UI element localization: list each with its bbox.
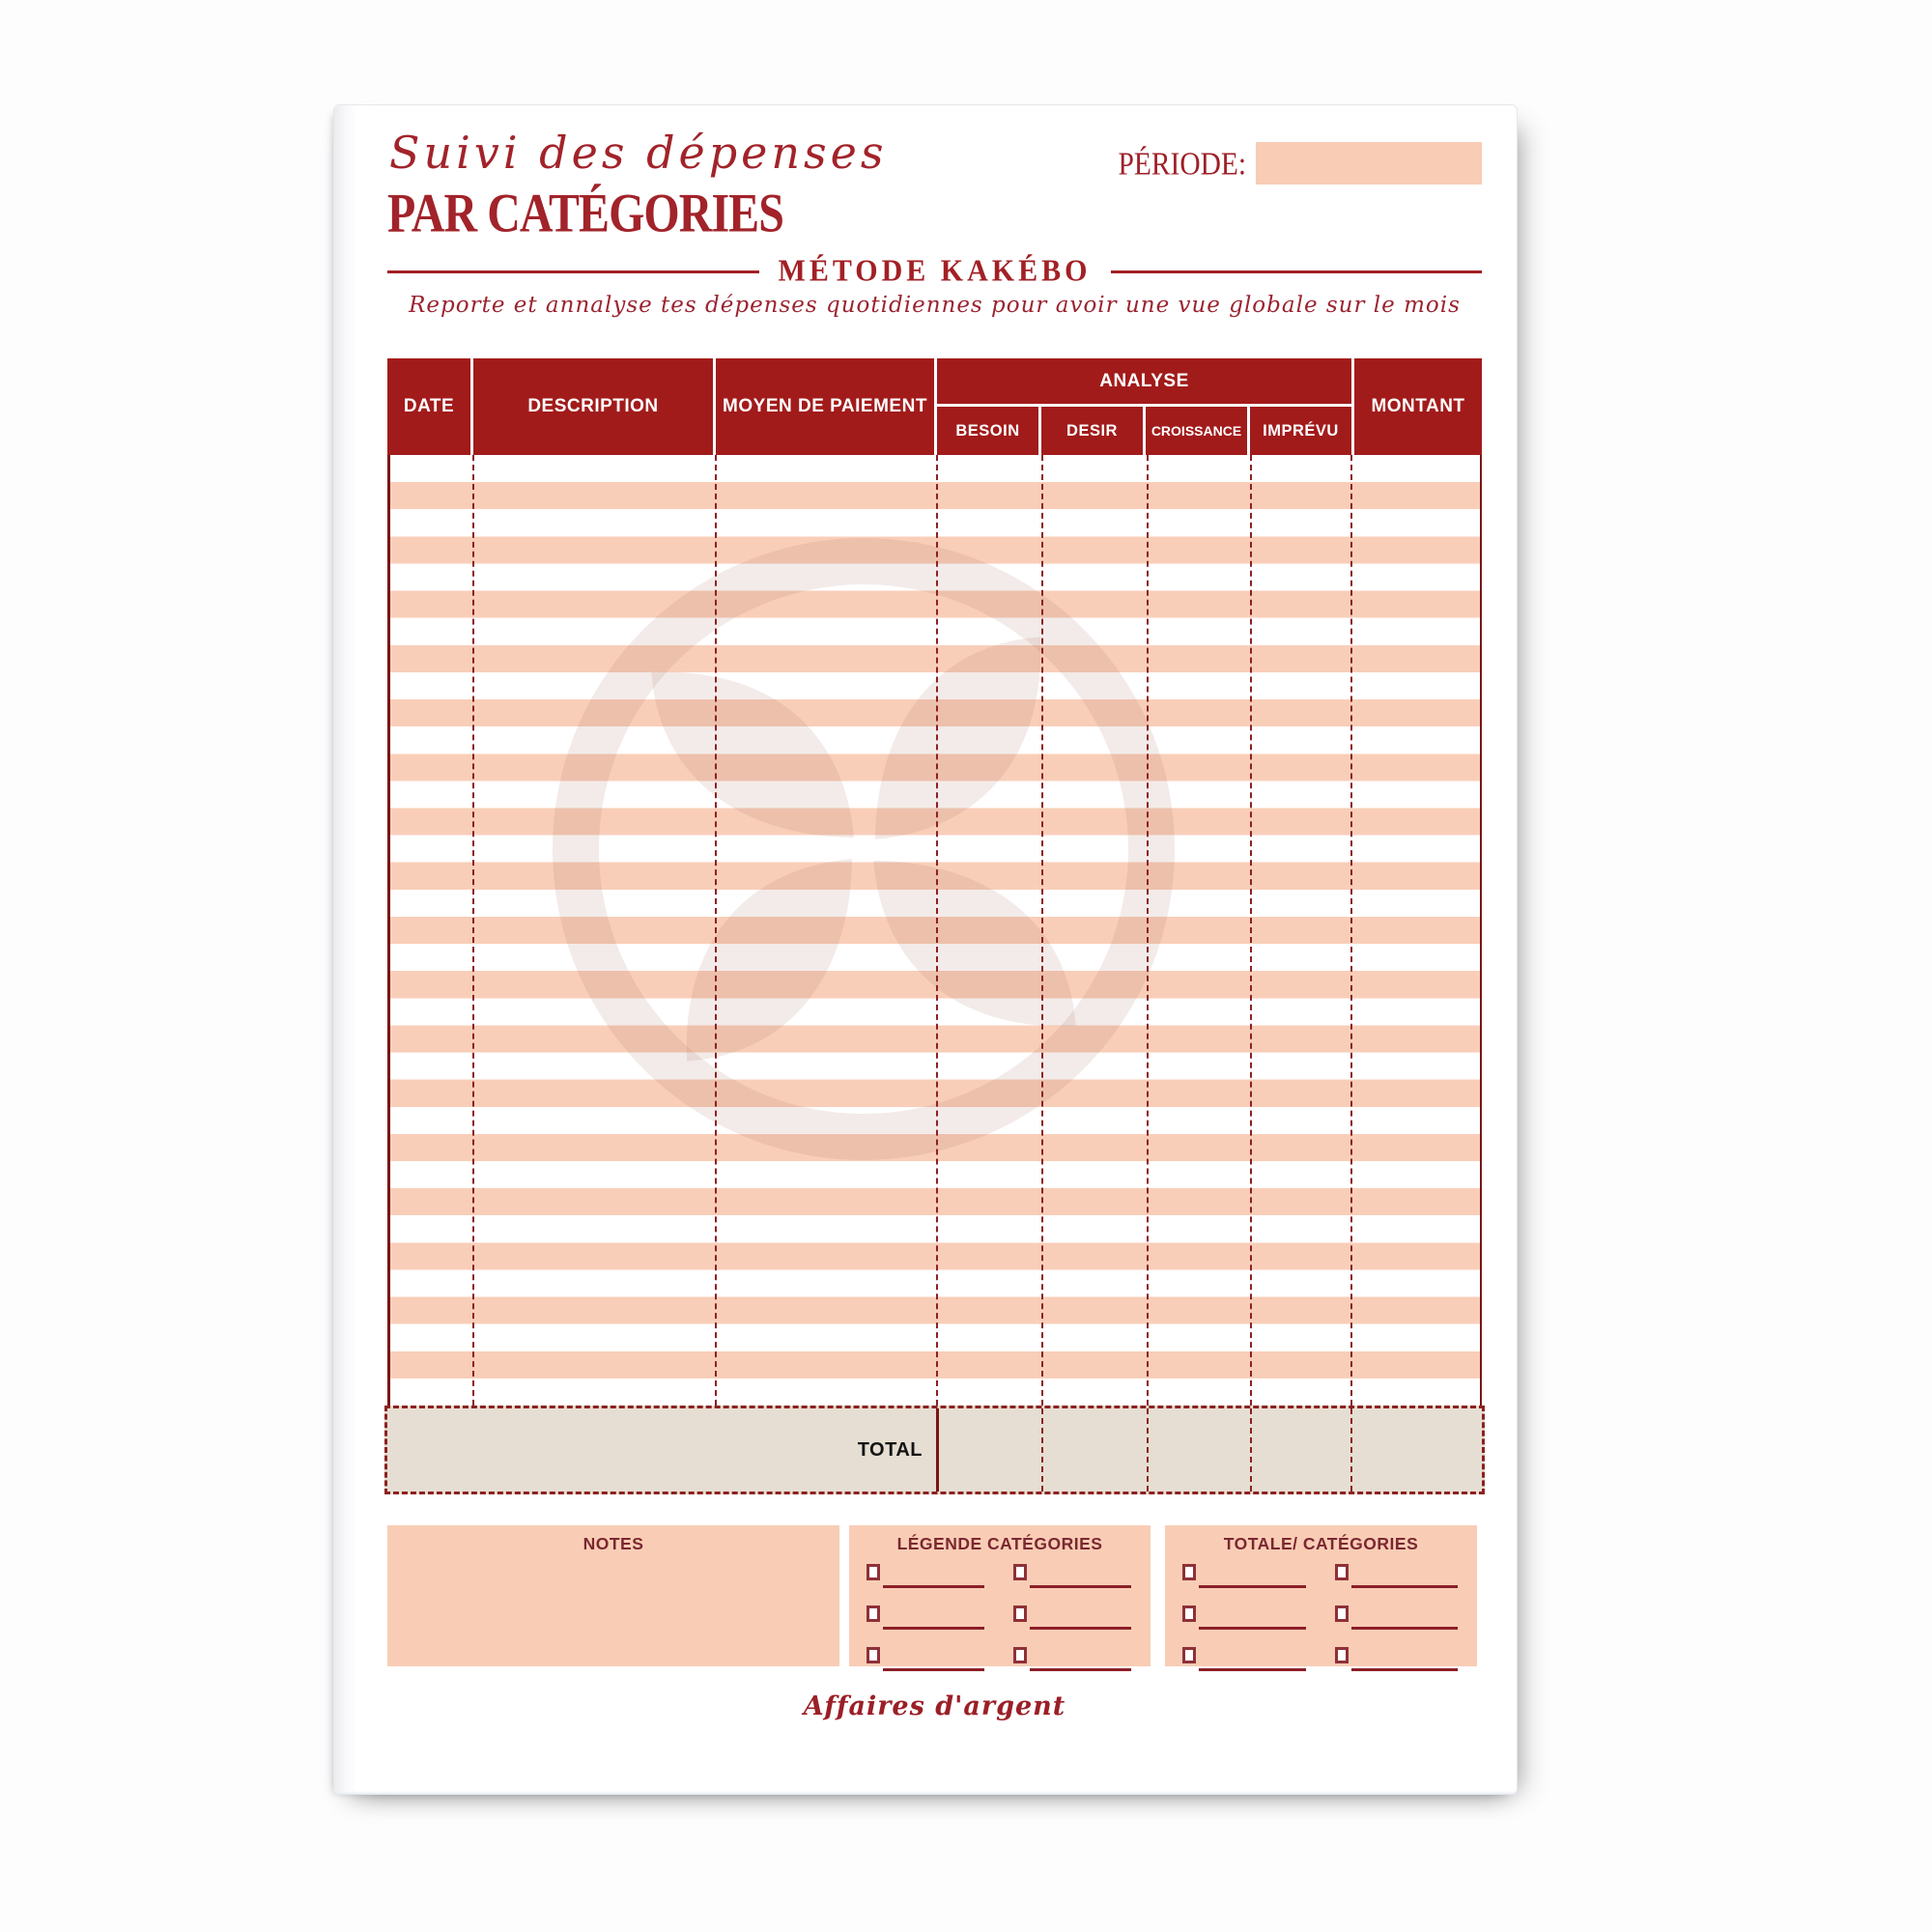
category-entry bbox=[867, 1564, 986, 1590]
column-divider bbox=[1350, 1408, 1352, 1492]
col-header-croissance: CROISSANCE bbox=[1146, 407, 1247, 455]
total-imprevu-cell[interactable] bbox=[1252, 1408, 1350, 1492]
column-divider bbox=[1147, 1408, 1149, 1492]
write-line[interactable] bbox=[1350, 1585, 1458, 1588]
total-label: TOTAL bbox=[857, 1438, 923, 1461]
col-header-moyen-de-paiement: MOYEN DE PAIEMENT bbox=[716, 358, 934, 455]
notes-title: NOTES bbox=[582, 1534, 644, 1553]
col-header-description: DESCRIPTION bbox=[473, 358, 713, 455]
category-entry bbox=[867, 1647, 986, 1673]
page-subtitle: Reporte et annalyse tes dépenses quotidi… bbox=[409, 293, 1461, 318]
banner-rule-left bbox=[387, 270, 759, 273]
page-title-script: Suivi des dépenses bbox=[389, 127, 888, 179]
write-line[interactable] bbox=[883, 1627, 984, 1630]
column-divider bbox=[1250, 455, 1252, 1406]
category-entry bbox=[1334, 1605, 1461, 1632]
write-line[interactable] bbox=[1199, 1668, 1306, 1671]
total-besoin-cell[interactable] bbox=[939, 1408, 1041, 1492]
col-header-imprevu: IMPRÉVU bbox=[1250, 407, 1351, 455]
periode-row: PÉRIODE: bbox=[1119, 140, 1482, 186]
col-header-besoin: BESOIN bbox=[937, 407, 1038, 455]
column-divider bbox=[936, 455, 938, 1406]
total-croissance-cell[interactable] bbox=[1149, 1408, 1250, 1492]
checkbox[interactable] bbox=[867, 1605, 880, 1622]
checkbox[interactable] bbox=[1182, 1605, 1196, 1622]
col-header-desir: DESIR bbox=[1041, 407, 1143, 455]
brand-footer: Affaires d'argent bbox=[803, 1691, 1066, 1721]
col-header-analyse: ANALYSE bbox=[937, 358, 1351, 404]
checkbox[interactable] bbox=[1013, 1647, 1027, 1663]
write-line[interactable] bbox=[1030, 1585, 1131, 1588]
checkbox[interactable] bbox=[1013, 1605, 1027, 1622]
checkbox[interactable] bbox=[1334, 1564, 1349, 1580]
totale-entries bbox=[1165, 1554, 1477, 1673]
checkbox[interactable] bbox=[1013, 1564, 1027, 1580]
checkbox[interactable] bbox=[1334, 1647, 1349, 1663]
total-desir-cell[interactable] bbox=[1043, 1408, 1147, 1492]
column-divider bbox=[1147, 455, 1149, 1406]
category-entry bbox=[1334, 1564, 1461, 1590]
write-line[interactable] bbox=[883, 1668, 984, 1671]
planner-page: Suivi des dépenses PAR CATÉGORIES PÉRIOD… bbox=[333, 104, 1518, 1795]
totale-categories-box: TOTALE/ CATÉGORIES bbox=[1165, 1525, 1477, 1671]
write-line[interactable] bbox=[1199, 1585, 1306, 1588]
checkbox[interactable] bbox=[1182, 1564, 1196, 1580]
category-entry bbox=[1182, 1647, 1308, 1673]
col-group-analyse: ANALYSE BESOIN DESIR CROISSANCE IMPRÉVU bbox=[937, 358, 1351, 455]
table-header: DATE DESCRIPTION MOYEN DE PAIEMENT ANALY… bbox=[387, 358, 1482, 455]
category-entry bbox=[1182, 1564, 1308, 1590]
notes-box[interactable]: NOTES bbox=[387, 1525, 839, 1666]
category-entry bbox=[1013, 1647, 1133, 1673]
write-line[interactable] bbox=[1350, 1668, 1458, 1671]
category-entry bbox=[1013, 1605, 1133, 1632]
analyse-subheaders: BESOIN DESIR CROISSANCE IMPRÉVU bbox=[937, 407, 1351, 455]
write-line[interactable] bbox=[883, 1585, 984, 1588]
write-line[interactable] bbox=[1199, 1627, 1306, 1630]
method-banner-label: MÉTODE KAKÉBO bbox=[778, 254, 1092, 288]
column-divider bbox=[715, 455, 717, 1406]
legende-entries bbox=[849, 1554, 1151, 1673]
legende-title: LÉGENDE CATÉGORIES bbox=[896, 1534, 1103, 1553]
column-divider bbox=[1250, 1408, 1252, 1492]
category-entry bbox=[1013, 1564, 1133, 1590]
write-line[interactable] bbox=[1030, 1668, 1131, 1671]
periode-input[interactable] bbox=[1256, 142, 1482, 185]
checkbox[interactable] bbox=[1334, 1605, 1349, 1622]
col-header-date: DATE bbox=[387, 358, 470, 455]
checkbox[interactable] bbox=[867, 1647, 880, 1663]
column-divider bbox=[1350, 455, 1352, 1406]
expenses-table: DATE DESCRIPTION MOYEN DE PAIEMENT ANALY… bbox=[384, 358, 1485, 1494]
category-entry bbox=[1182, 1605, 1308, 1632]
method-banner: MÉTODE KAKÉBO bbox=[387, 252, 1482, 291]
banner-rule-right bbox=[1110, 270, 1482, 273]
category-entry bbox=[867, 1605, 986, 1632]
total-montant-cell[interactable] bbox=[1352, 1408, 1482, 1492]
total-row: TOTAL bbox=[384, 1406, 1485, 1494]
write-line[interactable] bbox=[1350, 1627, 1458, 1630]
brand-flower-watermark-icon bbox=[553, 538, 1175, 1160]
col-header-montant: MONTANT bbox=[1354, 358, 1482, 455]
write-line[interactable] bbox=[1030, 1627, 1131, 1630]
total-divider-solid bbox=[936, 1408, 939, 1492]
checkbox[interactable] bbox=[867, 1564, 880, 1580]
checkbox[interactable] bbox=[1182, 1647, 1196, 1663]
column-divider bbox=[1041, 1408, 1043, 1492]
periode-label: PÉRIODE: bbox=[1118, 144, 1246, 182]
legende-categories-box: LÉGENDE CATÉGORIES bbox=[849, 1525, 1151, 1671]
column-divider bbox=[472, 455, 474, 1406]
table-body-write-area[interactable] bbox=[387, 455, 1482, 1406]
totale-title: TOTALE/ CATÉGORIES bbox=[1223, 1534, 1419, 1553]
column-divider bbox=[1041, 455, 1043, 1406]
category-entry bbox=[1334, 1647, 1461, 1673]
page-title-main: PAR CATÉGORIES bbox=[387, 184, 784, 244]
